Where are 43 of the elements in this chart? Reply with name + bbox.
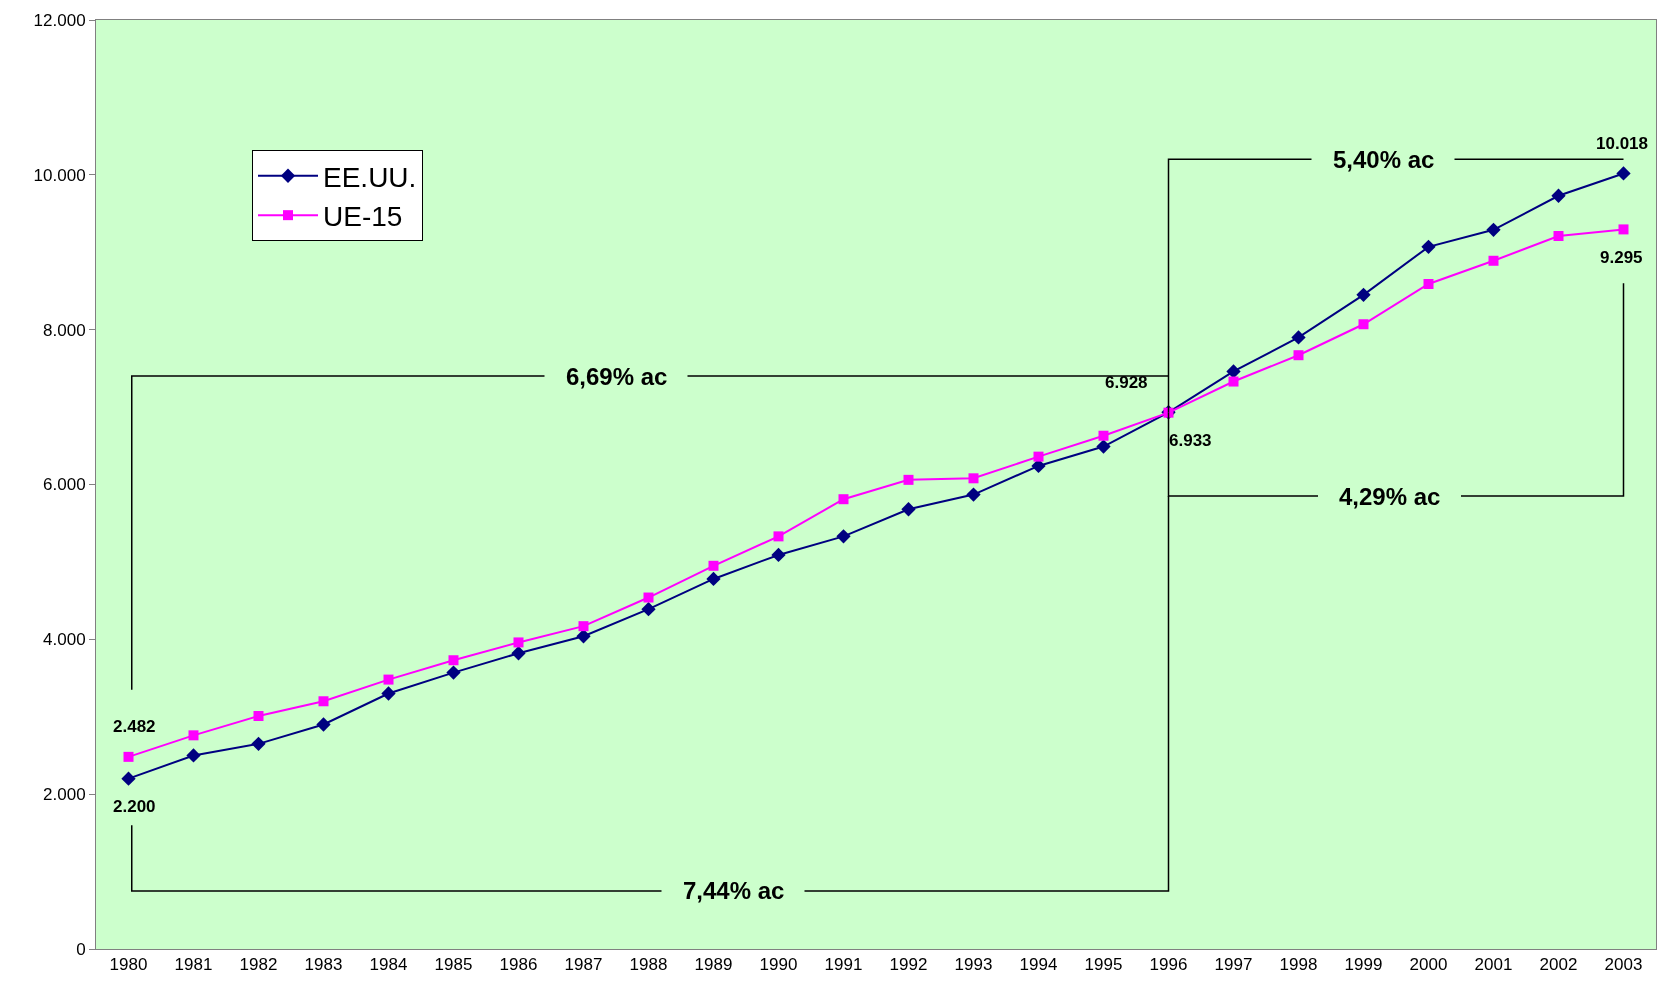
x-tick-label: 1989	[694, 955, 733, 975]
legend-label: EE.UU.	[323, 161, 417, 193]
x-tick-label: 2001	[1474, 955, 1513, 975]
annotation: 4,29% ac	[1339, 483, 1441, 510]
data-label: 6.928	[1105, 373, 1148, 392]
x-tick-label: 1983	[304, 955, 343, 975]
annotation: 6,69% ac	[566, 363, 668, 390]
x-tick-label: 1988	[629, 955, 668, 975]
y-tick-label: 2.000	[43, 785, 86, 805]
data-label: 2.482	[113, 717, 156, 736]
y-tick-label: 6.000	[43, 475, 86, 495]
x-tick-label: 1999	[1344, 955, 1383, 975]
annotation: 5,40% ac	[1333, 146, 1435, 173]
x-tick-label: 1996	[1149, 955, 1188, 975]
x-tick-label: 1987	[564, 955, 603, 975]
data-label: 10.018	[1596, 134, 1648, 153]
legend-label: UE-15	[323, 201, 403, 233]
x-tick-label: 1990	[759, 955, 798, 975]
x-tick-label: 1980	[109, 955, 148, 975]
x-tick-label: 1982	[239, 955, 278, 975]
y-tick-label: 8.000	[43, 320, 86, 340]
x-tick-label: 1997	[1214, 955, 1253, 975]
data-label: 2.200	[113, 797, 156, 816]
x-tick-label: 1986	[499, 955, 538, 975]
x-tick-label: 1992	[889, 955, 928, 975]
x-tick-label: 1993	[954, 955, 993, 975]
x-tick-label: 1985	[434, 955, 473, 975]
y-tick-label: 12.000	[33, 10, 86, 30]
data-label: 6.933	[1169, 431, 1212, 450]
x-tick-label: 2003	[1604, 955, 1643, 975]
y-tick-label: 10.000	[33, 165, 86, 185]
x-tick-label: 1991	[824, 955, 863, 975]
data-label: 9.295	[1600, 248, 1643, 267]
y-tick-label: 0	[76, 939, 86, 959]
x-tick-label: 1998	[1279, 955, 1318, 975]
x-tick-label: 2002	[1539, 955, 1578, 975]
x-tick-label: 1981	[174, 955, 213, 975]
x-tick-label: 1994	[1019, 955, 1058, 975]
x-tick-label: 2000	[1409, 955, 1448, 975]
x-tick-label: 1984	[369, 955, 408, 975]
x-tick-label: 1995	[1084, 955, 1123, 975]
y-tick-label: 4.000	[43, 630, 86, 650]
annotation: 7,44% ac	[683, 877, 785, 904]
